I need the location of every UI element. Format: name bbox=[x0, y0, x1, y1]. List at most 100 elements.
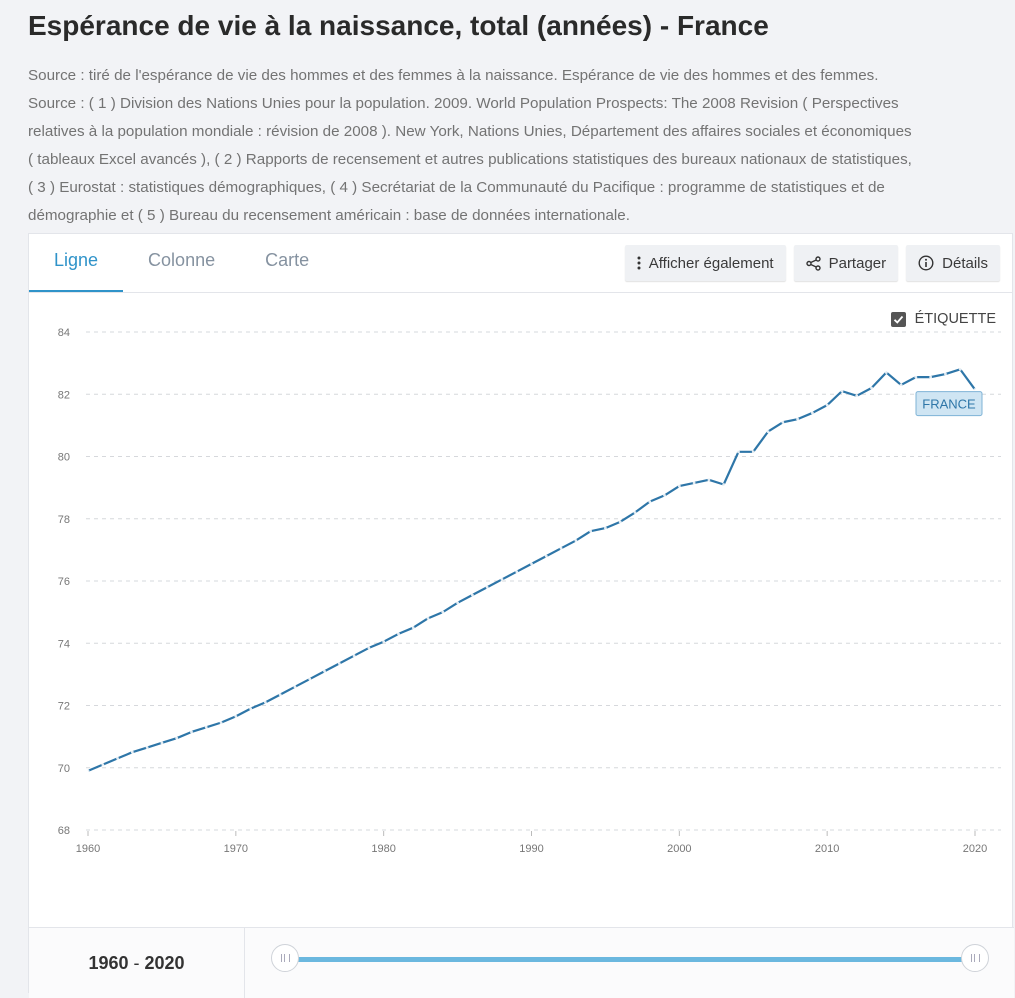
data-point bbox=[958, 367, 962, 371]
line-chart: 68 70 72 74 76 78 80 82 84 1960 1970 1980 1990 2000 20… bbox=[58, 327, 1001, 855]
data-point bbox=[825, 403, 829, 407]
data-point bbox=[264, 700, 267, 704]
show-also-label: Afficher également bbox=[648, 254, 774, 272]
tab-ligne[interactable]: Ligne bbox=[29, 234, 124, 293]
series-tag-label: FRANCE bbox=[922, 397, 976, 412]
data-point bbox=[308, 677, 312, 681]
data-point bbox=[485, 585, 489, 589]
data-point bbox=[293, 685, 297, 689]
source-line: démographie et ( 5 ) Bureau du recenseme… bbox=[28, 207, 630, 224]
data-point bbox=[382, 640, 386, 644]
x-tick-label: 2010 bbox=[815, 843, 839, 855]
y-tick-label: 68 bbox=[58, 825, 70, 837]
data-point bbox=[663, 494, 666, 497]
range-start: 1960 bbox=[88, 952, 129, 973]
data-point bbox=[323, 669, 326, 673]
data-point bbox=[633, 511, 637, 514]
data-point bbox=[810, 411, 814, 415]
series-tag-box bbox=[915, 391, 983, 417]
x-tick-label: 1960 bbox=[76, 843, 100, 855]
data-point bbox=[737, 450, 740, 454]
source-note: Source : tiré de l'espérance de vie des … bbox=[28, 62, 1013, 230]
tab-divider bbox=[29, 292, 1012, 293]
data-point bbox=[116, 757, 119, 760]
share-label: Partager bbox=[828, 254, 887, 272]
data-point bbox=[929, 375, 933, 379]
data-point bbox=[86, 769, 90, 773]
data-point bbox=[190, 730, 193, 734]
source-line: Source : tiré de l'espérance de vie des … bbox=[28, 67, 879, 84]
data-point bbox=[899, 383, 903, 387]
share-icon bbox=[805, 255, 821, 271]
data-point bbox=[707, 478, 711, 482]
page-title: Espérance de vie à la naissance, total (… bbox=[28, 10, 769, 41]
data-point bbox=[160, 741, 164, 745]
data-point bbox=[751, 450, 755, 454]
details-label: Détails bbox=[942, 254, 988, 272]
tab-colonne[interactable]: Colonne bbox=[148, 250, 216, 270]
data-point bbox=[781, 420, 785, 424]
data-point bbox=[884, 371, 888, 374]
share-button[interactable]: Partager bbox=[793, 245, 899, 281]
range-slider-end-handle[interactable] bbox=[961, 944, 989, 972]
range-slider-start-handle[interactable] bbox=[271, 944, 299, 972]
data-point bbox=[204, 725, 208, 729]
range-bar: 1960 - 2020 bbox=[29, 927, 1014, 998]
source-line: Source : ( 1 ) Division des Nations Unie… bbox=[28, 95, 899, 112]
data-point bbox=[574, 539, 578, 542]
range-separator: - bbox=[128, 952, 145, 973]
data-point bbox=[337, 662, 341, 665]
data-point bbox=[397, 632, 400, 636]
y-tick-label: 70 bbox=[58, 763, 70, 775]
label-toggle-text: ÉTIQUETTE bbox=[914, 311, 996, 327]
source-line: ( tableaux Excel avancés ), ( 2 ) Rappor… bbox=[28, 151, 912, 168]
y-tick-label: 74 bbox=[58, 638, 70, 650]
data-point bbox=[766, 430, 770, 433]
data-point bbox=[692, 481, 696, 485]
y-tick-label: 80 bbox=[58, 452, 70, 464]
label-toggle[interactable]: ÉTIQUETTE bbox=[890, 311, 996, 327]
data-point bbox=[500, 578, 504, 581]
y-tick-label: 82 bbox=[58, 389, 70, 401]
data-point bbox=[367, 646, 371, 650]
data-point bbox=[604, 526, 607, 530]
x-tick-label: 2020 bbox=[963, 843, 987, 855]
range-slider-track[interactable] bbox=[285, 957, 975, 962]
x-tick-label: 1970 bbox=[224, 843, 248, 855]
data-point bbox=[840, 389, 844, 393]
toolbar: Afficher également Partager Détails bbox=[624, 245, 1000, 281]
year-range: 1960 - 2020 bbox=[29, 928, 245, 998]
data-point bbox=[559, 546, 563, 550]
data-point bbox=[234, 714, 238, 718]
source-line: relatives à la population mondiale : rév… bbox=[28, 123, 912, 140]
data-point bbox=[470, 593, 474, 597]
data-point bbox=[515, 570, 519, 574]
data-point bbox=[101, 763, 105, 767]
data-point bbox=[589, 529, 593, 533]
data-point bbox=[219, 721, 223, 725]
info-icon bbox=[918, 255, 934, 271]
show-also-button[interactable]: Afficher également bbox=[624, 245, 786, 281]
x-tick-label: 2000 bbox=[667, 843, 691, 855]
data-point bbox=[456, 601, 459, 605]
series-line-france bbox=[87, 368, 976, 772]
checkbox-checked-icon[interactable] bbox=[890, 311, 906, 327]
data-point bbox=[677, 484, 681, 488]
data-point bbox=[855, 394, 859, 398]
grip-icon bbox=[970, 954, 980, 962]
data-point bbox=[411, 626, 415, 630]
data-point bbox=[944, 372, 947, 376]
data-point bbox=[796, 417, 799, 421]
tab-carte[interactable]: Carte bbox=[265, 250, 310, 270]
data-point bbox=[618, 520, 622, 524]
data-point bbox=[249, 707, 253, 711]
grip-icon bbox=[280, 954, 290, 962]
y-tick-label: 84 bbox=[58, 327, 70, 339]
data-point bbox=[145, 746, 149, 749]
data-point bbox=[175, 736, 179, 740]
source-line: ( 3 ) Eurostat : statistiques démographi… bbox=[28, 179, 885, 196]
x-tick-label: 1990 bbox=[519, 843, 543, 855]
details-button[interactable]: Détails bbox=[906, 245, 1000, 281]
data-point bbox=[352, 654, 356, 658]
data-point bbox=[722, 483, 726, 486]
